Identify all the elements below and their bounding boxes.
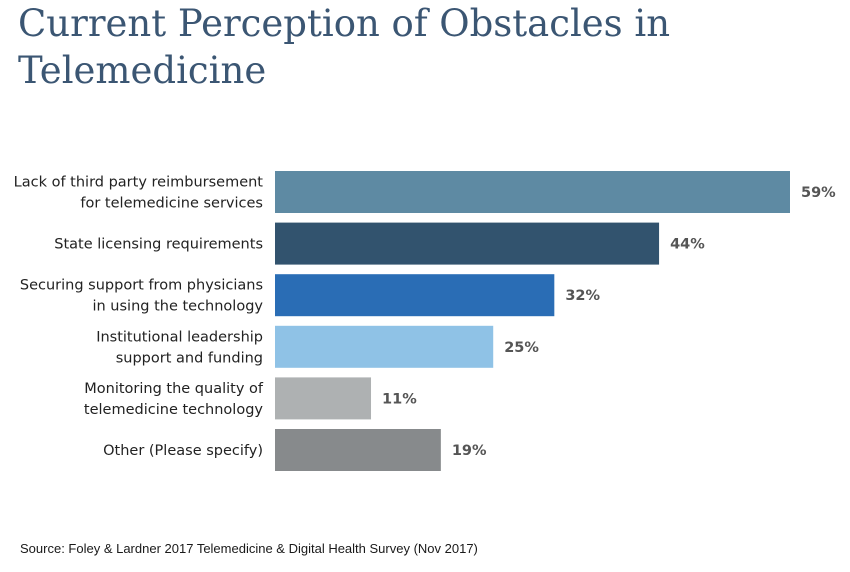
category-label-5-line-2: telemedicine technology <box>84 402 263 418</box>
bar-6 <box>275 429 441 471</box>
plot-area: 59% Lack of third party reimbursement for … <box>14 171 836 471</box>
value-label-5: 11% <box>382 391 417 407</box>
value-label-3: 32% <box>565 288 600 304</box>
value-label-4: 25% <box>504 340 539 356</box>
chart-title: Current Perception of Obstacles in Telem… <box>18 2 671 92</box>
source-note: Source: Foley & Lardner 2017 Telemedicin… <box>20 541 478 556</box>
value-label-1: 59% <box>801 185 836 201</box>
bar-3 <box>275 274 555 317</box>
category-label-3-line-2: in using the technology <box>92 299 263 315</box>
category-label-6-line-1: Other (Please specify) <box>103 443 263 459</box>
category-label-1-line-2: for telemedicine services <box>80 196 263 212</box>
bar-1 <box>275 171 790 213</box>
value-label-2: 44% <box>670 237 705 253</box>
category-label-1-line-1: Lack of third party reimbursement <box>14 175 264 191</box>
category-label-2-line-1: State licensing requirements <box>54 237 263 253</box>
category-label-5-line-1: Monitoring the quality of <box>84 381 264 397</box>
bar-4 <box>275 325 494 368</box>
bar-2 <box>275 222 660 265</box>
category-label-4-line-2: support and funding <box>116 350 263 366</box>
category-label-4-line-1: Institutional leadership <box>96 329 263 345</box>
bar-5 <box>275 377 372 420</box>
category-label-3-line-1: Securing support from physicians <box>20 278 263 294</box>
value-label-6: 19% <box>452 443 487 459</box>
